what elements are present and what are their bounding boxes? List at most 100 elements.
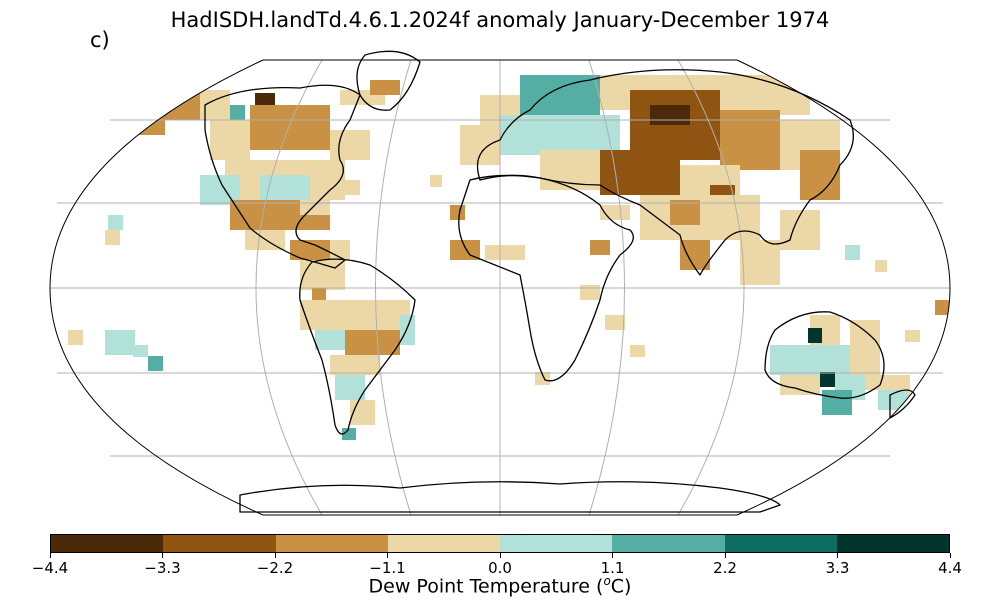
- colorbar-tick: [949, 553, 951, 558]
- grid-cell: [312, 288, 326, 302]
- grid-cell: [148, 356, 163, 371]
- grid-cell: [630, 345, 645, 357]
- grid-cell: [300, 200, 330, 215]
- colorbar-tick-label: 2.2: [713, 559, 737, 577]
- grid-cell: [450, 240, 480, 260]
- grid-cell: [430, 175, 442, 187]
- grid-cell: [345, 330, 400, 355]
- region-south-america: [300, 260, 415, 440]
- globe-outline: [49, 59, 951, 516]
- grid-cell: [105, 330, 135, 355]
- region-pacific-islands: [68, 175, 887, 371]
- graticule: [50, 59, 950, 516]
- colorbar-tick-label: 3.3: [825, 559, 850, 577]
- colorbar-tick: [612, 553, 613, 558]
- colorbar-title-main: Dew Point Temperature (: [368, 575, 604, 598]
- anomaly-grid-layer: [68, 75, 950, 440]
- grid-cell: [450, 205, 465, 220]
- grid-cell: [135, 120, 165, 135]
- colorbar-tick: [387, 553, 388, 558]
- grid-cell: [535, 372, 550, 385]
- grid-cell: [780, 210, 820, 250]
- grid-cell: [300, 260, 345, 290]
- colorbar-tick: [837, 553, 838, 558]
- grid-cell: [400, 315, 415, 345]
- colorbar-tick-label: −1.1: [369, 559, 406, 577]
- grid-cell: [780, 375, 820, 395]
- grid-cell: [650, 105, 690, 125]
- grid-cell: [680, 240, 710, 270]
- colorbar-tick-label: −3.3: [144, 559, 181, 577]
- grid-cell: [460, 125, 500, 165]
- grid-cell: [605, 315, 625, 330]
- page-title: HadISDH.landTd.4.6.1.2024f anomaly Janua…: [170, 8, 830, 32]
- colorbar-title-tail: C): [610, 575, 632, 598]
- region-north-america: [135, 80, 400, 260]
- region-eurasia: [460, 75, 840, 285]
- colorbar-tick: [49, 553, 51, 558]
- grid-cell: [730, 75, 810, 115]
- grid-cell: [210, 120, 250, 160]
- grid-cell: [342, 428, 356, 440]
- grid-cell: [590, 240, 610, 255]
- colorbar-tick-label: 0.0: [488, 559, 512, 577]
- grid-cell: [68, 330, 83, 345]
- grid-cell: [255, 93, 275, 105]
- grid-cell: [520, 75, 600, 115]
- grid-cell: [770, 345, 850, 375]
- grid-cell: [335, 375, 365, 400]
- colorbar-segment: [500, 535, 613, 552]
- grid-cell: [820, 372, 835, 387]
- grid-cell: [105, 230, 120, 245]
- grid-cell: [905, 330, 920, 342]
- colorbar-segment: [724, 535, 837, 552]
- colorbar-tick-label: 1.1: [600, 559, 625, 577]
- grid-cell: [230, 105, 245, 120]
- grid-cell: [340, 180, 360, 195]
- grid-cell: [315, 330, 345, 350]
- grid-cell: [600, 150, 680, 195]
- grid-cell: [260, 175, 310, 200]
- grid-cell: [133, 345, 148, 357]
- colorbar-tick-label: −2.2: [256, 559, 294, 577]
- colorbar-title: Dew Point Temperature (oC): [0, 574, 1000, 597]
- colorbar-title-sup: o: [603, 574, 611, 588]
- grid-cell: [670, 200, 700, 225]
- colorbar-tick: [724, 553, 726, 558]
- colorbar-tick-label: −4.4: [31, 559, 69, 577]
- grid-cell: [290, 240, 330, 260]
- panel-label: c): [90, 28, 110, 52]
- colorbar-segment: [163, 535, 276, 552]
- colorbar-segment: [836, 535, 949, 552]
- grid-cell: [875, 260, 887, 272]
- grid-cell: [485, 245, 525, 260]
- coastlines: [204, 50, 916, 513]
- grid-cell: [250, 105, 330, 150]
- grid-cell: [330, 130, 370, 160]
- grid-cell: [822, 390, 852, 415]
- grid-cell: [580, 285, 600, 300]
- grid-cell: [935, 300, 950, 315]
- colorbar: [50, 534, 950, 553]
- colorbar-segment: [51, 535, 164, 552]
- grid-cell: [720, 110, 780, 170]
- region-africa: [450, 205, 645, 385]
- grid-cell: [540, 150, 600, 190]
- grid-cell: [808, 328, 822, 343]
- grid-cell: [740, 240, 780, 285]
- colorbar-tick: [274, 553, 276, 558]
- grid-cell: [800, 150, 840, 200]
- colorbar-segment: [275, 535, 388, 552]
- colorbar-tick-label: 4.4: [938, 559, 962, 577]
- grid-cell: [108, 215, 123, 230]
- grid-cell: [330, 300, 410, 330]
- grid-cell: [350, 400, 375, 425]
- colorbar-segment: [612, 535, 725, 552]
- colorbar-tick: [162, 553, 163, 558]
- colorbar-segment: [387, 535, 500, 552]
- colorbar-tick: [499, 553, 501, 558]
- grid-cell: [878, 390, 908, 410]
- grid-cell: [500, 115, 620, 155]
- grid-cell: [845, 245, 860, 260]
